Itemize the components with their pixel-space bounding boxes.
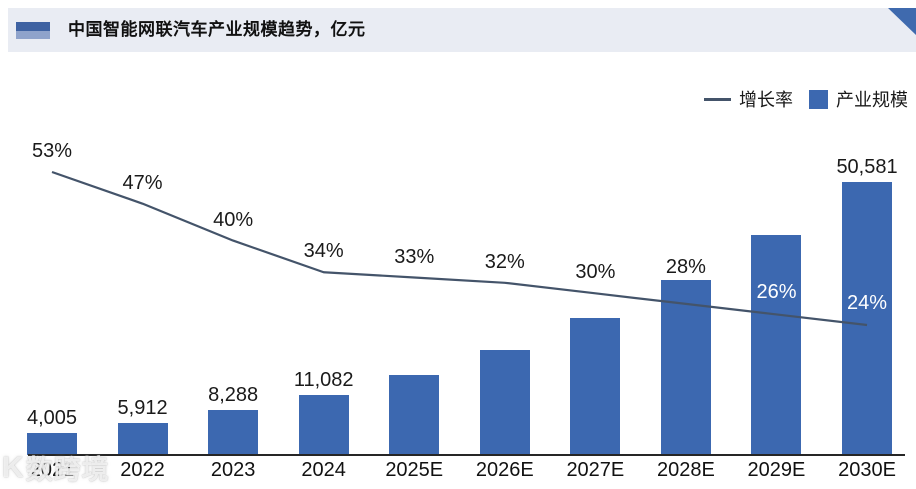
x-tick-2021: 2021 — [29, 459, 75, 481]
bar-series-icon — [809, 89, 828, 109]
title-bullet-icon — [16, 22, 50, 39]
bar-2027E — [570, 318, 621, 455]
legend-growth-label: 增长率 — [739, 90, 793, 110]
x-tick-2026E: 2026E — [475, 459, 534, 481]
bar-value-label: 4,005 — [26, 407, 78, 430]
x-tick-2025E: 2025E — [385, 459, 444, 481]
bar-value-label: 5,912 — [117, 397, 168, 420]
bar-2021 — [27, 433, 77, 455]
bar-2025E — [389, 375, 440, 455]
bar-2028E — [660, 280, 711, 455]
chart-legend: 增长率 产业规模 — [704, 86, 908, 112]
growth-label: 40% — [213, 208, 254, 231]
header-band: 中国智能网联汽车产业规模趋势，亿元 — [8, 8, 916, 52]
legend-scale-label: 产业规模 — [836, 90, 908, 110]
bar-2024 — [298, 395, 349, 455]
bar-2029E — [751, 234, 802, 455]
legend-item-scale: 产业规模 — [809, 86, 908, 112]
bar-2023 — [208, 410, 259, 455]
x-tick-2030E: 2030E — [838, 459, 896, 481]
page-title: 中国智能网联汽车产业规模趋势，亿元 — [68, 20, 366, 39]
bar-value-label: 8,288 — [208, 384, 259, 407]
x-tick-2028E: 2028E — [656, 459, 715, 481]
growth-label: 24% — [847, 292, 888, 314]
legend-item-growth: 增长率 — [704, 86, 793, 112]
x-axis-line — [28, 454, 905, 456]
title-bullet-bottom — [16, 31, 50, 39]
bar-2026E — [479, 349, 530, 455]
growth-label: 47% — [122, 171, 163, 194]
x-tick-2024: 2024 — [301, 459, 346, 481]
x-tick-2027E: 2027E — [566, 459, 625, 481]
growth-label: 53% — [31, 140, 73, 162]
x-tick-2029E: 2029E — [747, 459, 806, 481]
growth-label: 28% — [665, 256, 706, 279]
title-bullet-top — [16, 22, 50, 31]
bar-value-label: 50,581 — [836, 156, 898, 178]
x-tick-2022: 2022 — [120, 459, 165, 481]
x-tick-2023: 2023 — [210, 459, 256, 481]
bar-value-label: 11,082 — [293, 369, 354, 392]
bar-2030E — [842, 182, 893, 455]
bar-2022 — [117, 423, 168, 455]
line-series-icon — [704, 97, 731, 101]
